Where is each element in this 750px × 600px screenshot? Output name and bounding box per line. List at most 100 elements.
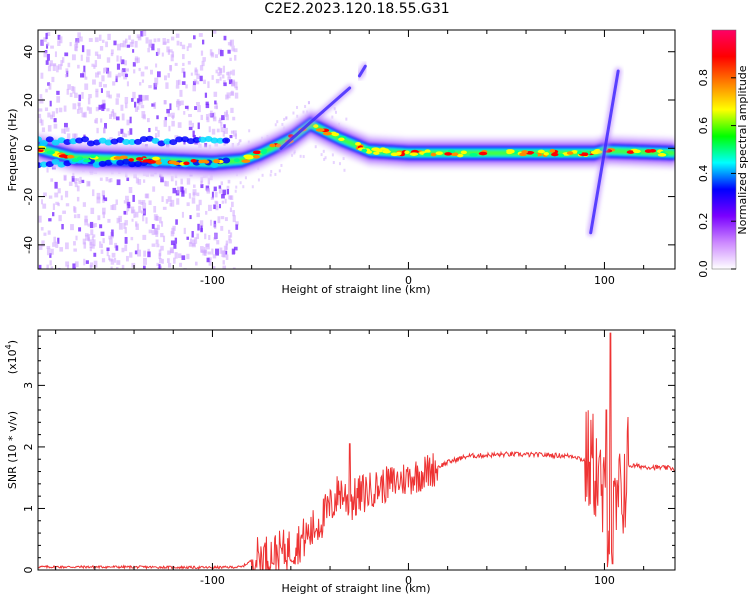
noise-speck xyxy=(215,69,218,74)
noise-speck xyxy=(95,117,99,124)
noise-speck xyxy=(227,41,231,46)
noise-speck xyxy=(94,37,99,43)
y-tick-label: 1 xyxy=(22,505,35,512)
noise-speck xyxy=(67,84,71,90)
noise-speck xyxy=(134,107,139,112)
noise-speck xyxy=(143,250,147,257)
noise-speck xyxy=(54,192,59,198)
noise-speck xyxy=(163,120,167,127)
noise-speck xyxy=(57,188,61,194)
noise-speck xyxy=(222,74,225,79)
noise-speck xyxy=(76,38,80,44)
noise-speck xyxy=(108,255,111,261)
noise-speck xyxy=(82,202,86,207)
noise-speck xyxy=(58,107,63,113)
noise-speck xyxy=(41,127,46,133)
noise-speck xyxy=(191,242,196,248)
noise-speck xyxy=(167,250,171,255)
hotspot-blob xyxy=(331,132,340,137)
noise-speck xyxy=(100,243,103,249)
split-blob xyxy=(63,138,72,145)
noise-speck xyxy=(120,59,125,65)
noise-speck xyxy=(214,191,218,198)
hotspot-blob xyxy=(543,151,549,156)
noise-speck xyxy=(57,64,62,70)
noise-speck xyxy=(105,41,108,48)
noise-speck xyxy=(227,179,231,184)
noise-speck xyxy=(87,234,91,241)
noise-speck xyxy=(121,247,125,253)
x-tick-label: -100 xyxy=(200,274,225,287)
noise-speck xyxy=(147,251,151,258)
noise-speck xyxy=(109,137,113,141)
noise-speck xyxy=(151,243,156,247)
noise-speck xyxy=(111,252,116,258)
noise-speck xyxy=(123,200,128,204)
hotspot-blob xyxy=(213,159,221,164)
y-tick-label: 40 xyxy=(22,45,35,59)
noise-speck xyxy=(210,196,214,200)
noise-speck xyxy=(151,103,156,107)
x-tick-label: 0 xyxy=(405,574,412,587)
noise-speck xyxy=(196,233,199,239)
noise-speck xyxy=(230,107,234,113)
hotspot-blob xyxy=(244,155,254,160)
noise-speck xyxy=(165,181,169,187)
noise-speck xyxy=(81,179,85,184)
noise-speck xyxy=(281,122,284,126)
noise-speck xyxy=(200,249,204,253)
noise-speck xyxy=(200,246,204,253)
noise-speck xyxy=(129,252,133,258)
noise-speck xyxy=(136,34,141,39)
noise-speck xyxy=(331,115,334,119)
noise-speck xyxy=(227,71,231,78)
noise-speck xyxy=(219,49,224,57)
colorbar-tick-label: 0.4 xyxy=(697,165,710,183)
hotspot-blob xyxy=(404,150,410,155)
noise-speck xyxy=(81,45,85,53)
noise-speck xyxy=(196,192,200,197)
noise-speck xyxy=(48,195,53,199)
noise-speck xyxy=(213,91,218,97)
noise-speck xyxy=(44,107,49,112)
noise-speck xyxy=(206,188,210,194)
noise-speck xyxy=(210,52,215,58)
noise-speck xyxy=(162,206,167,210)
hotspot-blob xyxy=(531,153,538,157)
noise-speck xyxy=(92,239,96,247)
hotspot-blob xyxy=(460,150,467,155)
noise-speck xyxy=(49,100,52,107)
noise-speck xyxy=(57,34,61,40)
noise-speck xyxy=(79,36,83,42)
noise-speck xyxy=(41,40,44,46)
noise-speck xyxy=(140,71,145,77)
colorbar-tick-label: 0.2 xyxy=(697,212,710,230)
noise-speck xyxy=(72,263,76,269)
noise-speck xyxy=(78,180,82,184)
noise-speck xyxy=(134,250,138,255)
noise-speck xyxy=(98,34,102,41)
noise-speck xyxy=(186,236,189,240)
noise-speck xyxy=(129,41,134,47)
snr-frame xyxy=(37,329,676,571)
noise-speck xyxy=(119,56,122,63)
noise-speck xyxy=(98,81,103,88)
noise-speck xyxy=(232,116,236,121)
noise-speck xyxy=(179,41,183,47)
noise-speck xyxy=(194,237,198,244)
noise-speck xyxy=(126,177,130,182)
hotspot-blob xyxy=(469,153,478,157)
noise-speck xyxy=(129,128,133,135)
noise-speck xyxy=(170,175,174,182)
noise-speck xyxy=(57,237,60,244)
split-blob xyxy=(81,136,90,143)
noise-speck xyxy=(73,178,77,184)
noise-speck xyxy=(161,258,164,264)
noise-speck xyxy=(269,173,272,177)
noise-speck xyxy=(168,125,171,132)
noise-speck xyxy=(131,218,134,222)
noise-speck xyxy=(276,120,279,124)
noise-speck xyxy=(84,76,88,80)
noise-speck xyxy=(274,123,277,127)
noise-speck xyxy=(138,67,141,72)
